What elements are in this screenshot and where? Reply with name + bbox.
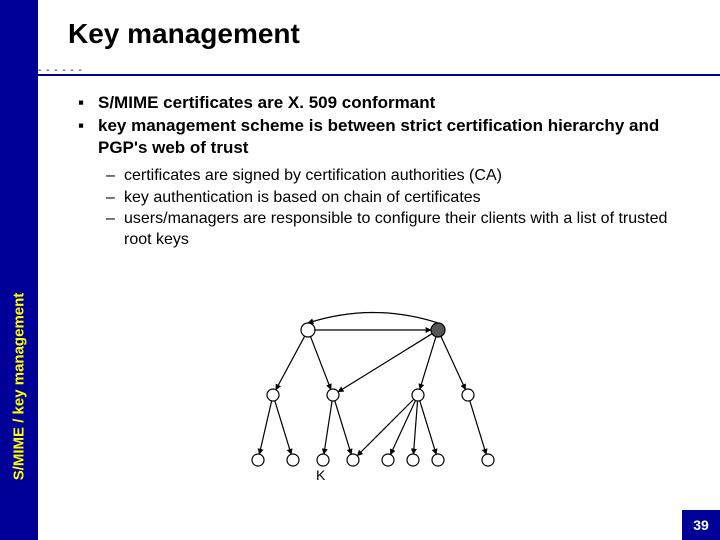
bullet-text: key management scheme is between strict …: [98, 115, 690, 158]
bullet-l2: – certificates are signed by certificati…: [106, 166, 690, 187]
divider-line: [38, 74, 720, 76]
bullet-l1: ▪ S/MIME certificates are X. 509 conform…: [78, 92, 690, 113]
slide: S/MIME / key management Key management -…: [0, 0, 720, 540]
bullet-l2: – key authentication is based on chain o…: [106, 188, 690, 209]
sidebar: S/MIME / key management: [0, 0, 38, 540]
sidebar-label: S/MIME / key management: [11, 293, 28, 481]
bullet-marker: ▪: [78, 92, 98, 113]
svg-text:K: K: [316, 467, 326, 483]
bullet-marker: –: [106, 209, 124, 251]
bullet-text: key authentication is based on chain of …: [124, 188, 690, 209]
content: ▪ S/MIME certificates are X. 509 conform…: [78, 92, 690, 252]
bullet-marker: –: [106, 166, 124, 187]
main-area: Key management - - - - - - ▪ S/MIME cert…: [38, 0, 720, 540]
bullet-text: users/managers are responsible to config…: [124, 209, 690, 251]
bullet-l1: ▪ key management scheme is between stric…: [78, 115, 690, 158]
bullet-text: S/MIME certificates are X. 509 conforman…: [98, 92, 690, 113]
page-title: Key management: [68, 18, 300, 50]
page-number: 39: [682, 510, 720, 540]
trust-network-diagram: K: [238, 310, 528, 490]
bullet-marker: ▪: [78, 115, 98, 158]
bullet-l2: – users/managers are responsible to conf…: [106, 209, 690, 251]
sub-bullets: – certificates are signed by certificati…: [78, 166, 690, 251]
bullet-text: certificates are signed by certification…: [124, 166, 690, 187]
bullet-marker: –: [106, 188, 124, 209]
